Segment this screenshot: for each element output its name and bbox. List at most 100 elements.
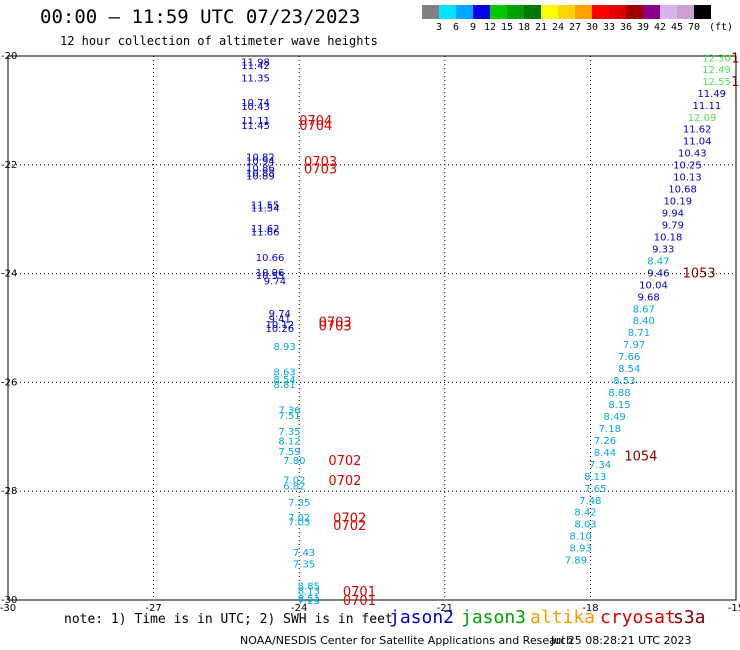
color-swatch [524, 5, 541, 19]
wave-height-label: 8.71 [628, 328, 650, 339]
wave-height-label: 8.81 [274, 380, 296, 391]
color-scale-tick: 70 [687, 22, 701, 33]
wave-height-label: 8.67 [633, 304, 655, 315]
wave-height-label: 10.43 [678, 149, 707, 160]
pass-time-label: 0703 [319, 319, 352, 334]
wave-height-label: 11.11 [693, 101, 722, 112]
wave-height-label: 8.47 [647, 256, 669, 267]
color-scale-tick: 24 [551, 22, 565, 33]
wave-height-label: 12.55 [702, 77, 731, 88]
wave-height-label: 10.12 [265, 320, 294, 331]
color-scale-tick: 30 [585, 22, 599, 33]
color-swatch [490, 5, 507, 19]
wave-height-label: 11.55 [251, 200, 280, 211]
color-swatch [558, 5, 575, 19]
wave-height-label: 9.79 [662, 220, 684, 231]
satellite-s3a-label: s3a [673, 607, 706, 628]
wave-height-label: 10.66 [256, 253, 285, 264]
wave-height-label: 9.46 [647, 268, 669, 279]
color-swatch [473, 5, 490, 19]
wave-height-label: 10.26 [265, 324, 294, 335]
wave-height-label: 10.43 [241, 102, 270, 113]
wave-height-label: 10.25 [673, 161, 702, 172]
color-swatch [626, 5, 643, 19]
wave-height-label: 8.42 [574, 508, 596, 519]
wave-height-label: 7.59 [278, 447, 300, 458]
pass-time-label: 0702 [328, 454, 361, 469]
satellite-jason3-label: jason3 [461, 607, 527, 628]
footer-timestamp: Jul 25 08:28:21 UTC 2023 [551, 634, 692, 647]
wave-height-label: 7.35 [278, 427, 300, 438]
wave-height-label: 11.54 [251, 204, 280, 215]
color-scale-tick: 9 [469, 22, 477, 33]
color-scale-tick: 27 [568, 22, 582, 33]
latitude-tick-label: -26 [1, 377, 17, 388]
color-swatch [456, 5, 473, 19]
footer-credit: NOAA/NESDIS Center for Satellite Applica… [240, 634, 574, 647]
wave-height-label: 11.62 [251, 224, 280, 235]
wave-height-label: 10.89 [246, 172, 275, 183]
color-swatch [677, 5, 694, 19]
color-swatch [592, 5, 609, 19]
wave-height-label: 7.02 [288, 513, 310, 524]
latitude-tick-label: -22 [1, 160, 17, 171]
wave-height-label: 12.09 [688, 113, 717, 124]
wave-height-label: 8.49 [604, 412, 626, 423]
wave-height-label: 11.62 [683, 125, 712, 136]
color-swatch [575, 5, 592, 19]
wave-height-label: 7.89 [565, 556, 587, 567]
longitude-tick-label: -30 [0, 603, 16, 614]
wave-height-label: 7.65 [584, 484, 606, 495]
wave-height-label: 8.53 [613, 376, 635, 387]
wave-height-label: 8.54 [274, 375, 296, 386]
color-scale-tick: 3 [435, 22, 443, 33]
color-scale-unit: (ft) [708, 22, 734, 33]
wave-height-label: 10.86 [246, 163, 275, 174]
wave-height-label: 11.42 [241, 61, 270, 72]
wave-height-label: 8.12 [278, 436, 300, 447]
color-swatch [507, 5, 524, 19]
wave-height-label: 11.11 [241, 116, 270, 127]
wave-height-label: 7.23 [298, 596, 320, 607]
latitude-tick-label: -28 [1, 486, 17, 497]
color-swatch [541, 5, 558, 19]
latitude-tick-label: -20 [1, 51, 17, 62]
pass-time-label: 0704 [299, 114, 332, 129]
color-scale-tick: 33 [602, 22, 616, 33]
satellite-altika-label: altika [530, 607, 596, 628]
wave-height-label: 8.15 [608, 400, 630, 411]
pass-time-label: 0702 [328, 474, 361, 489]
wave-height-label: 10.55 [256, 271, 285, 282]
wave-height-label: 7.18 [599, 424, 621, 435]
longitude-tick-label: -21 [437, 603, 453, 614]
wave-height-label: 10.68 [668, 185, 697, 196]
wave-height-label: 9.74 [269, 309, 291, 320]
pass-time-label: 1055 [731, 75, 740, 90]
wave-height-label: 11.04 [683, 137, 712, 148]
pass-time-label: 0703 [319, 315, 352, 330]
longitude-tick-label: -27 [145, 603, 161, 614]
wave-height-label: 8.03 [574, 520, 596, 531]
pass-time-label: 1055 [731, 52, 740, 67]
wave-height-label: 10.96 [256, 268, 285, 279]
wave-height-label: 9.94 [662, 209, 684, 220]
wave-height-label: 10.13 [673, 173, 702, 184]
legend-note: note: 1) Time is in UTC; 2) SWH is in fe… [64, 612, 393, 627]
color-swatch [422, 5, 439, 19]
pass-time-label: 0704 [299, 119, 332, 134]
wave-height-label: 9.68 [638, 292, 660, 303]
pass-time-label: 0702 [333, 511, 366, 526]
page-title: 00:00 – 11:59 UTC 07/23/2023 [40, 6, 361, 28]
color-scale-tick: 6 [452, 22, 460, 33]
wave-height-label: 8.88 [608, 388, 630, 399]
color-scale-tick: 15 [500, 22, 514, 33]
color-scale-tick: 21 [534, 22, 548, 33]
pass-time-label: 0703 [304, 155, 337, 170]
color-scale-tick: 12 [483, 22, 497, 33]
wave-height-label: 7.36 [278, 405, 300, 416]
wave-height-label: 11.35 [241, 74, 270, 85]
wave-height-label: 7.35 [293, 559, 315, 570]
wave-height-label: 7.51 [278, 411, 300, 422]
latitude-tick-label: -24 [1, 269, 17, 280]
